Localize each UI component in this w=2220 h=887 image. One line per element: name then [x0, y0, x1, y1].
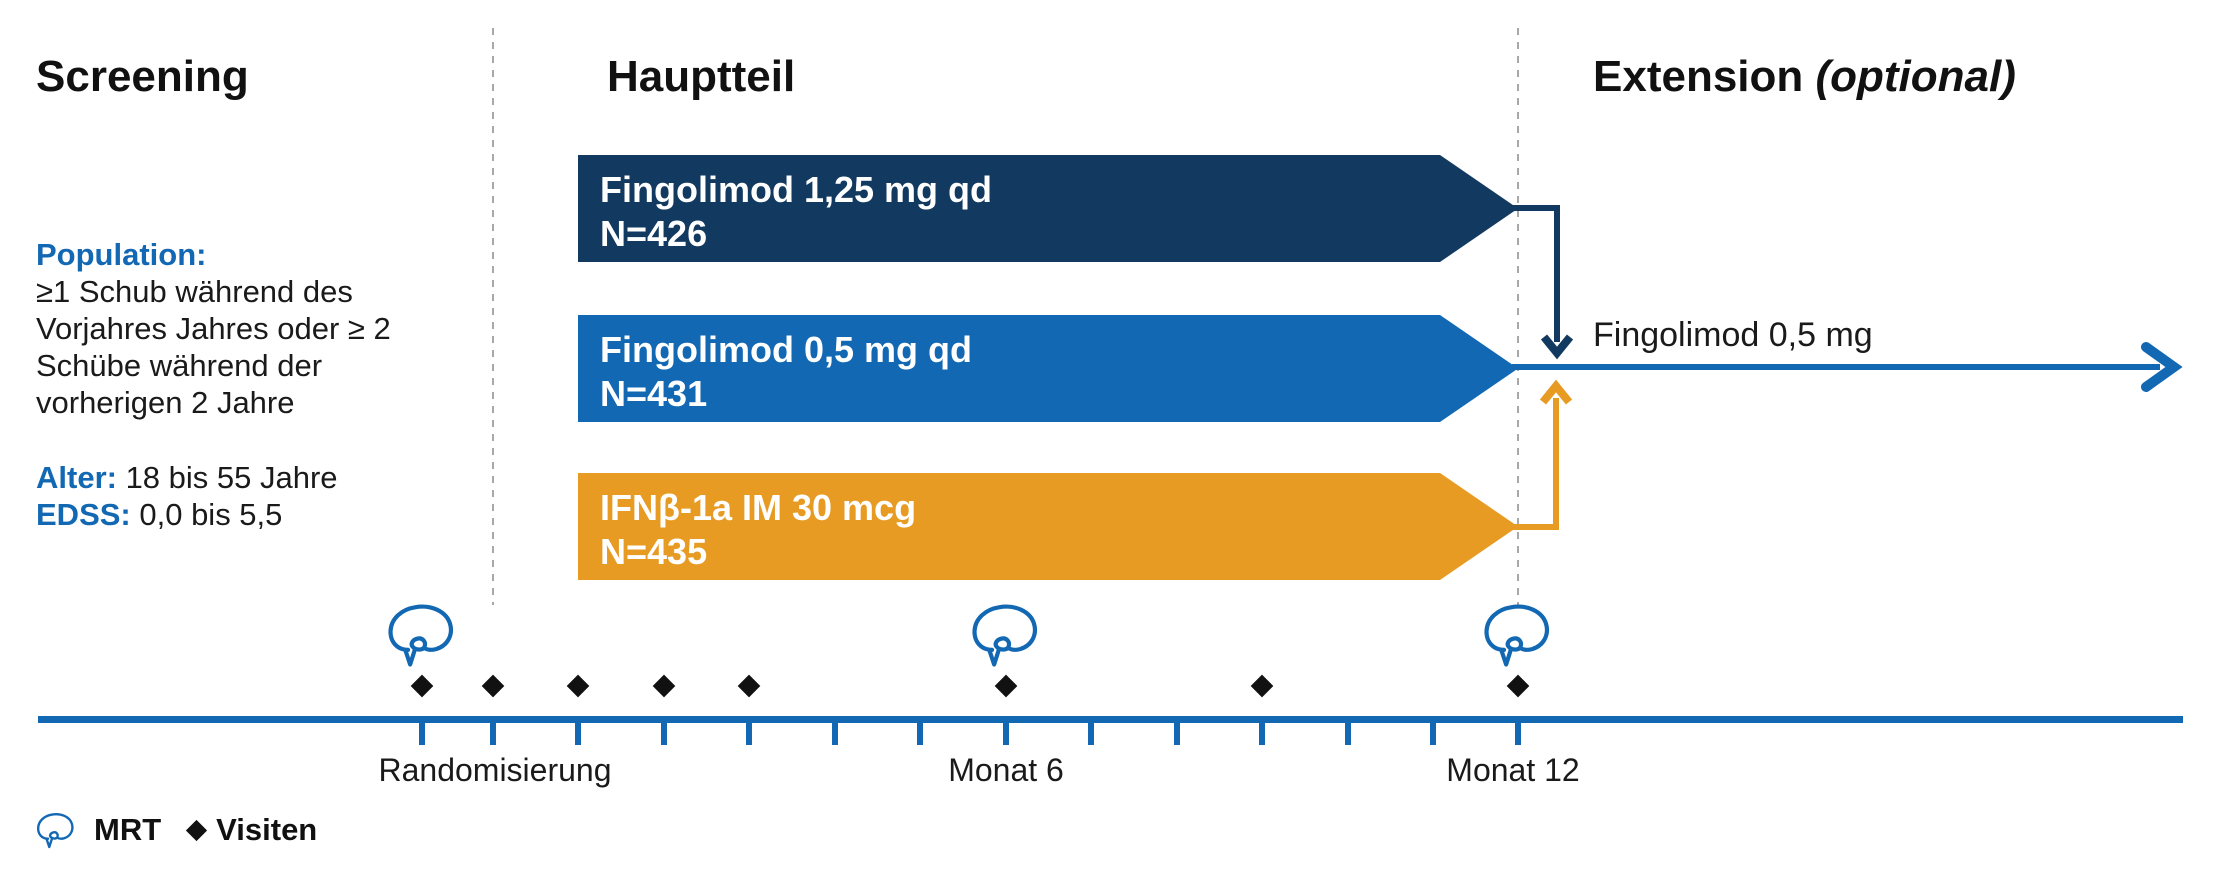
extension-arm-label: Fingolimod 0,5 mg — [1593, 316, 1873, 354]
legend-visits-label: Visiten — [216, 812, 318, 847]
population-line: Vorjahres Jahres oder ≥ 2 — [36, 311, 391, 346]
legend-mrt-label: MRT — [94, 812, 162, 847]
inclusion-criteria: Population: ≥1 Schub während des Vorjahr… — [36, 236, 391, 533]
age-value: 18 bis 55 Jahre — [116, 460, 338, 495]
timeline-tick — [917, 716, 923, 745]
timeline-tick — [575, 716, 581, 745]
timeline-tick — [1515, 716, 1521, 745]
arrowhead-orange-up-icon — [1539, 379, 1573, 405]
arm-bar-fingolimod-0-5: Fingolimod 0,5 mg qd N=431 — [578, 315, 1518, 422]
phase-divider-hauptteil-extension — [1517, 28, 1519, 605]
extension-title-main: Extension — [1593, 52, 1816, 101]
visit-diamond-icon — [410, 674, 434, 698]
mrt-brain-icon — [975, 607, 1035, 665]
visit-diamond-icon — [737, 674, 761, 698]
timeline-tick — [1345, 716, 1351, 745]
timeline-tick — [1259, 716, 1265, 745]
timeline-tick — [661, 716, 667, 745]
visit-diamond-icon — [1506, 674, 1530, 698]
phase-divider-screening-hauptteil — [492, 28, 494, 605]
population-line: vorherigen 2 Jahre — [36, 385, 295, 420]
edss-label: EDSS: — [36, 497, 131, 532]
visit-diamond-icon — [994, 674, 1018, 698]
timeline-axis — [38, 716, 2183, 723]
phase-title-screening: Screening — [36, 52, 249, 101]
arm-n: N=435 — [600, 531, 708, 572]
timeline-tick — [1088, 716, 1094, 745]
arm-bar-ifnb-1a: IFNβ-1a IM 30 mcg N=435 — [578, 473, 1518, 580]
visit-diamond-icon — [652, 674, 676, 698]
timeline-label: Randomisierung — [378, 752, 612, 788]
legend: MRT Visiten — [34, 810, 317, 850]
arm-n: N=426 — [600, 213, 708, 254]
visit-diamond-icon — [481, 674, 505, 698]
mrt-icons-group — [391, 607, 1547, 665]
timeline-tick — [832, 716, 838, 745]
criteria-spacer — [36, 421, 391, 459]
timeline-tick — [1174, 716, 1180, 745]
visit-diamond-icon — [566, 674, 590, 698]
arm-name: IFNβ-1a IM 30 mcg — [600, 487, 917, 528]
phase-title-hauptteil: Hauptteil — [607, 52, 796, 101]
age-label: Alter: — [36, 460, 117, 495]
arm-name: Fingolimod 1,25 mg qd — [600, 169, 993, 210]
population-line: ≥1 Schub während des — [36, 274, 353, 309]
arrowhead-navy-down-icon — [1540, 334, 1574, 360]
extension-title-optional: (optional) — [1815, 52, 2016, 101]
timeline-label: Monat 12 — [1446, 752, 1580, 788]
arrowhead-extension-right-icon — [2141, 342, 2183, 392]
visit-diamond-icon — [1250, 674, 1274, 698]
timeline-tick — [419, 716, 425, 745]
edss-criterion: EDSS: 0,0 bis 5,5 — [36, 496, 391, 533]
timeline-tick — [746, 716, 752, 745]
population-label: Population: — [36, 237, 207, 272]
mrt-brain-icon — [391, 607, 451, 665]
visit-diamond-icon — [186, 819, 208, 841]
timeline-tick — [490, 716, 496, 745]
arm-name: Fingolimod 0,5 mg qd — [600, 329, 972, 370]
timeline-tick — [1430, 716, 1436, 745]
timeline-label: Monat 6 — [948, 752, 1064, 788]
arm-bar-fingolimod-1-25: Fingolimod 1,25 mg qd N=426 — [578, 155, 1518, 262]
timeline-tick — [1003, 716, 1009, 745]
phase-title-extension: Extension (optional) — [1593, 52, 2016, 102]
mrt-brain-icon — [36, 813, 74, 849]
edss-value: 0,0 bis 5,5 — [130, 497, 283, 532]
arm-n: N=431 — [600, 373, 708, 414]
population-line: Schübe während der — [36, 348, 323, 383]
age-criterion: Alter: 18 bis 55 Jahre — [36, 459, 391, 496]
mrt-brain-icon — [1487, 607, 1547, 665]
